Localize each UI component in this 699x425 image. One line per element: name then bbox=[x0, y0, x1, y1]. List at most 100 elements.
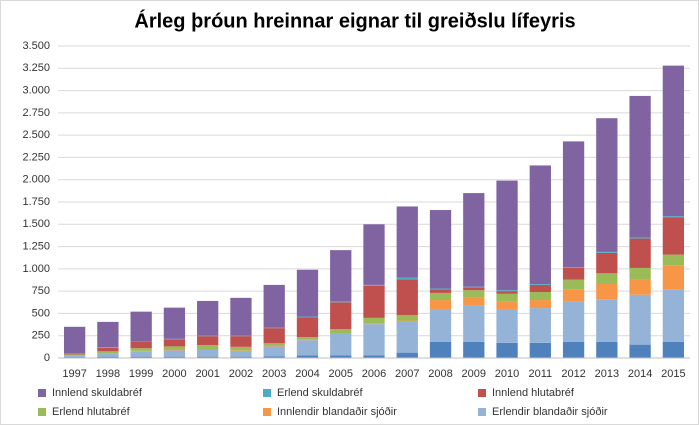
bar-segment bbox=[396, 352, 418, 358]
bar-segment bbox=[230, 336, 252, 347]
y-tick-label: 2.750 bbox=[22, 107, 50, 119]
x-tick-label: 2013 bbox=[595, 368, 619, 380]
bar-segment bbox=[63, 326, 86, 354]
bar-segment bbox=[396, 279, 418, 316]
bar-segment bbox=[562, 267, 585, 268]
bar-segment bbox=[463, 290, 485, 298]
bar-segment bbox=[429, 292, 452, 301]
bar-segment bbox=[596, 251, 618, 253]
bar-segment bbox=[330, 333, 352, 356]
bar-segment bbox=[63, 355, 86, 358]
bar-segment bbox=[496, 293, 518, 302]
bar-segment bbox=[496, 342, 518, 358]
bar-segment bbox=[429, 308, 452, 342]
y-tick-label: 1.000 bbox=[22, 263, 50, 275]
bar-segment bbox=[296, 317, 319, 338]
bar-segment bbox=[230, 297, 252, 336]
bar-segment bbox=[429, 210, 452, 289]
y-tick-label: 2.250 bbox=[22, 151, 50, 163]
bar-segment bbox=[130, 351, 152, 357]
legend-swatch bbox=[38, 408, 46, 416]
y-tick-label: 1.500 bbox=[22, 218, 50, 230]
bar-segment bbox=[463, 286, 485, 288]
bar-segment bbox=[230, 356, 252, 358]
bar-segment bbox=[562, 289, 585, 302]
bar-segment bbox=[163, 350, 186, 357]
bar-segment bbox=[97, 353, 119, 357]
bar-segment bbox=[463, 341, 485, 358]
legend-label: Erlendir blandaðir sjóðir bbox=[492, 406, 608, 418]
bar-segment bbox=[163, 339, 186, 347]
bar-segment bbox=[496, 290, 518, 292]
bar-segment bbox=[662, 254, 685, 266]
bar-segment bbox=[529, 284, 551, 285]
bar-segment bbox=[263, 328, 285, 344]
x-tick-label: 2006 bbox=[362, 368, 386, 380]
x-tick-label: 2007 bbox=[395, 368, 419, 380]
y-tick-label: 750 bbox=[32, 285, 50, 297]
bar-segment bbox=[197, 345, 219, 350]
x-tick-label: 2011 bbox=[528, 368, 552, 380]
bar-segment bbox=[63, 354, 86, 356]
bar-segment bbox=[496, 180, 518, 291]
bar-segment bbox=[197, 336, 219, 346]
bar-segment bbox=[562, 279, 585, 290]
bar-segment bbox=[463, 297, 485, 306]
bar-segment bbox=[263, 346, 285, 357]
x-tick-label: 2009 bbox=[462, 368, 486, 380]
bar-segment bbox=[330, 329, 352, 334]
bar-segment bbox=[662, 289, 685, 342]
bar-segment bbox=[97, 356, 119, 358]
bar-segment bbox=[629, 344, 651, 358]
bar-segment bbox=[662, 341, 685, 358]
bar-segment bbox=[363, 224, 385, 285]
y-tick-label: 500 bbox=[32, 307, 50, 319]
bar-segment bbox=[463, 287, 485, 291]
bar-segment bbox=[596, 118, 618, 252]
y-tick-label: 3.250 bbox=[22, 62, 50, 74]
bar-segment bbox=[662, 65, 685, 217]
bar-segment bbox=[230, 346, 252, 351]
x-tick-label: 2000 bbox=[162, 368, 186, 380]
bar-segment bbox=[463, 193, 485, 287]
bar-segment bbox=[97, 351, 119, 354]
y-tick-label: 0 bbox=[44, 352, 50, 364]
bar-segment bbox=[330, 250, 352, 302]
x-tick-label: 1999 bbox=[129, 368, 153, 380]
bar-segment bbox=[130, 356, 152, 358]
bar-segment bbox=[363, 284, 385, 286]
x-tick-label: 2003 bbox=[262, 368, 286, 380]
bar-segment bbox=[629, 279, 651, 295]
bar-segment bbox=[562, 267, 585, 280]
legend-label: Erlend hlutabréf bbox=[52, 406, 131, 418]
y-tick-label: 250 bbox=[32, 330, 50, 342]
bar-segment bbox=[429, 288, 452, 290]
bar-segment bbox=[296, 355, 319, 358]
bar-segment bbox=[296, 340, 319, 356]
bar-segment bbox=[363, 355, 385, 358]
x-tick-label: 1997 bbox=[62, 368, 86, 380]
x-tick-label: 2001 bbox=[195, 368, 219, 380]
bar-segment bbox=[529, 284, 551, 293]
bar-segment bbox=[429, 300, 452, 309]
bar-segment bbox=[130, 348, 152, 351]
legend-swatch bbox=[263, 408, 271, 416]
bar-segment bbox=[562, 301, 585, 342]
bar-segment bbox=[197, 349, 219, 357]
bar-segment bbox=[496, 308, 518, 343]
bar-segment bbox=[63, 353, 86, 355]
legend-label: Innlend skuldabréf bbox=[52, 387, 143, 399]
bar-segment bbox=[163, 356, 186, 358]
bar-segment bbox=[562, 341, 585, 358]
bar-segment bbox=[363, 323, 385, 325]
bar-segment bbox=[529, 308, 551, 343]
y-tick-label: 3.000 bbox=[22, 84, 50, 96]
bar-segment bbox=[396, 277, 418, 280]
chart-title: Árleg þróun hreinnar eignar til greiðslu… bbox=[134, 9, 575, 32]
legend-swatch bbox=[38, 389, 46, 397]
bar-segment bbox=[629, 238, 651, 268]
bar-segment bbox=[97, 321, 119, 348]
bar-segment bbox=[396, 206, 418, 278]
